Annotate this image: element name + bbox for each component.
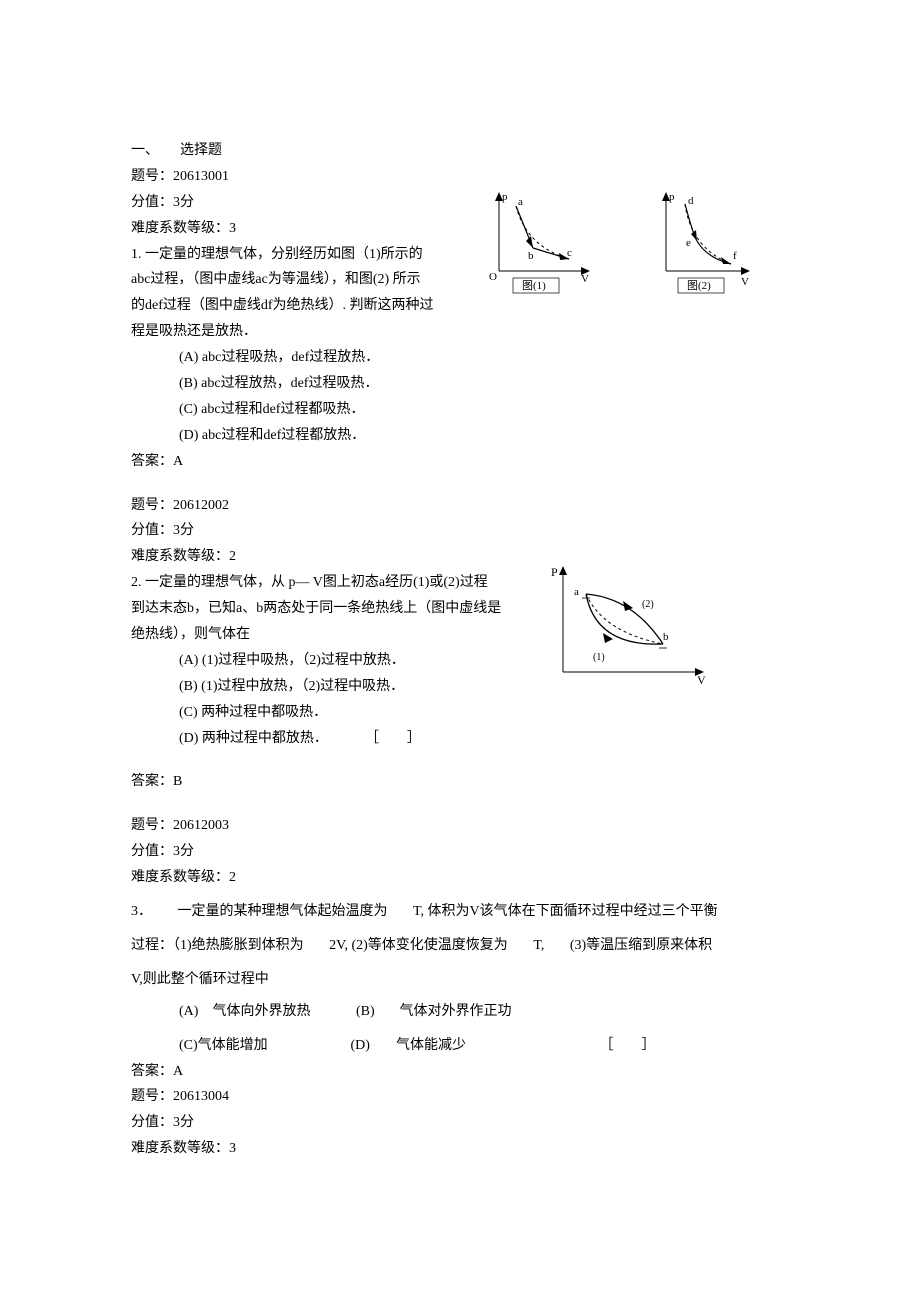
q3-opt-d-text: 气体能减少 — [396, 1033, 596, 1059]
fig2-e-label: e — [686, 237, 691, 249]
q1-text-l2: abc过程，（图中虚线ac为等温线），和图(2) 所示 — [131, 267, 461, 293]
q1-opt-b: (B) abc过程放热，def过程吸热． — [131, 371, 789, 397]
q2-block: P V a b (2) (1) 2. 一定量的理想气体，从 p— V图上初态a经… — [131, 570, 789, 751]
q4-score: 分值：3分 — [131, 1110, 789, 1136]
q1-answer: 答案：A — [131, 449, 789, 475]
fig1-caption: 图(1) — [522, 279, 546, 292]
q4-difficulty: 难度系数等级：3 — [131, 1136, 789, 1162]
q3-l1-p1: 一定量的某种理想气体起始温度为 — [178, 904, 388, 919]
q3-difficulty: 难度系数等级：2 — [131, 865, 789, 891]
q2-opt-c: (C) 两种过程中都吸热． — [131, 700, 789, 726]
section-header: 一、 选择题 — [131, 138, 789, 164]
q1-figures: p a b c O V 图(1) p d e f V 图(2) — [481, 186, 756, 296]
q3-opt-b-label: (B) — [356, 999, 396, 1025]
q3-opt-d-label: (D) — [351, 1033, 393, 1059]
fig2-d-label: d — [688, 195, 694, 207]
q1-text-l4: 程是吸热还是放热． — [131, 319, 461, 345]
q2-text-l3: 绝热线），则气体在 — [131, 622, 521, 648]
q2-answer: 答案：B — [131, 769, 789, 795]
fig1-origin: O — [489, 271, 497, 283]
q3-l2-p1: 2V, (2)等体变化使温度恢复为 — [329, 938, 508, 953]
q2-fig-v: V — [697, 673, 706, 687]
q2-figure: P V a b (2) (1) — [541, 562, 711, 692]
fig2-f-label: f — [733, 250, 737, 262]
q3-bracket: ［ ］ — [600, 1038, 656, 1053]
q3-answer: 答案：A — [131, 1059, 789, 1085]
q1-opt-c: (C) abc过程和def过程都吸热． — [131, 397, 789, 423]
q3-l1-p2: T, 体积为V该气体在下面循环过程中经过三个平衡 — [413, 904, 718, 919]
q2-id: 题号：20612002 — [131, 493, 789, 519]
q1-opt-d: (D) abc过程和def过程都放热． — [131, 423, 789, 449]
q1-block: 难度系数等级：3 p a b c O V 图(1) — [131, 216, 789, 345]
q2-text-l1: 2. 一定量的理想气体，从 p— V图上初态a经历(1)或(2)过程 — [131, 570, 521, 596]
q1-opt-a: (A) abc过程吸热，def过程放热． — [131, 345, 789, 371]
q3-opt-a-text: 气体向外界放热 — [213, 999, 353, 1025]
q1-text-l1: 1. 一定量的理想气体，分别经历如图（1)所示的 — [131, 242, 461, 268]
q3-l1-p0: 3． — [131, 904, 152, 919]
q4-id: 题号：20613004 — [131, 1084, 789, 1110]
q2-fig-p: P — [551, 565, 558, 579]
fig2-caption: 图(2) — [687, 279, 711, 292]
q3-id: 题号：20612003 — [131, 813, 789, 839]
q3-opt-a-label: (A) — [179, 999, 209, 1025]
fig1-b-label: b — [528, 250, 534, 262]
q1-text-l3: 的def过程（图中虚线df为绝热线）. 判断这两种过 — [131, 293, 461, 319]
q2-fig-1: (1) — [593, 652, 605, 663]
q2-fig-2: (2) — [642, 599, 654, 610]
fig1-p-label: p — [502, 191, 508, 203]
q3-l2-p0: 过程：（1)绝热膨胀到体积为 — [131, 938, 304, 953]
q3-l2-p2: T, — [533, 938, 544, 953]
fig1-v-label: V — [581, 273, 589, 285]
q2-opt-d-row: (D) 两种过程中都放热． ［ ］ — [131, 726, 789, 752]
q3-l2-p3: (3)等温压缩到原来体积 — [570, 938, 712, 953]
q2-figure-wrap: P V a b (2) (1) — [541, 562, 711, 702]
q3-score: 分值：3分 — [131, 839, 789, 865]
q3-opts-row1: (A) 气体向外界放热 (B) 气体对外界作正功 — [131, 999, 789, 1025]
q2-text-l2: 到达末态b，已知a、b两态处于同一条绝热线上（图中虚线是 — [131, 596, 521, 622]
q1-figure-1: p a b c O V 图(1) — [481, 186, 601, 296]
q3-line3: V,则此整个循环过程中 — [131, 967, 789, 993]
fig2-p-label: p — [669, 191, 675, 203]
q2-opt-d: (D) 两种过程中都放热． — [179, 731, 328, 746]
fig1-a-label: a — [518, 196, 523, 208]
q3-line1: 3． 一定量的某种理想气体起始温度为 T, 体积为V该气体在下面循环过程中经过三… — [131, 899, 789, 925]
fig2-v-label: V — [741, 276, 749, 288]
q2-score: 分值：3分 — [131, 518, 789, 544]
q1-figure-2: p d e f V 图(2) — [651, 186, 756, 296]
q3-opt-c: (C)气体能增加 — [179, 1033, 347, 1059]
fig1-c-label: c — [567, 247, 572, 259]
q3-line2: 过程：（1)绝热膨胀到体积为 2V, (2)等体变化使温度恢复为 T, (3)等… — [131, 933, 789, 959]
q2-fig-a: a — [574, 586, 579, 598]
q3-opt-b-text: 气体对外界作正功 — [400, 1004, 512, 1019]
q3-opts-row2: (C)气体能增加 (D) 气体能减少 ［ ］ — [131, 1033, 789, 1059]
q2-fig-b: b — [663, 631, 669, 643]
q2-bracket: ［ ］ — [365, 731, 421, 746]
